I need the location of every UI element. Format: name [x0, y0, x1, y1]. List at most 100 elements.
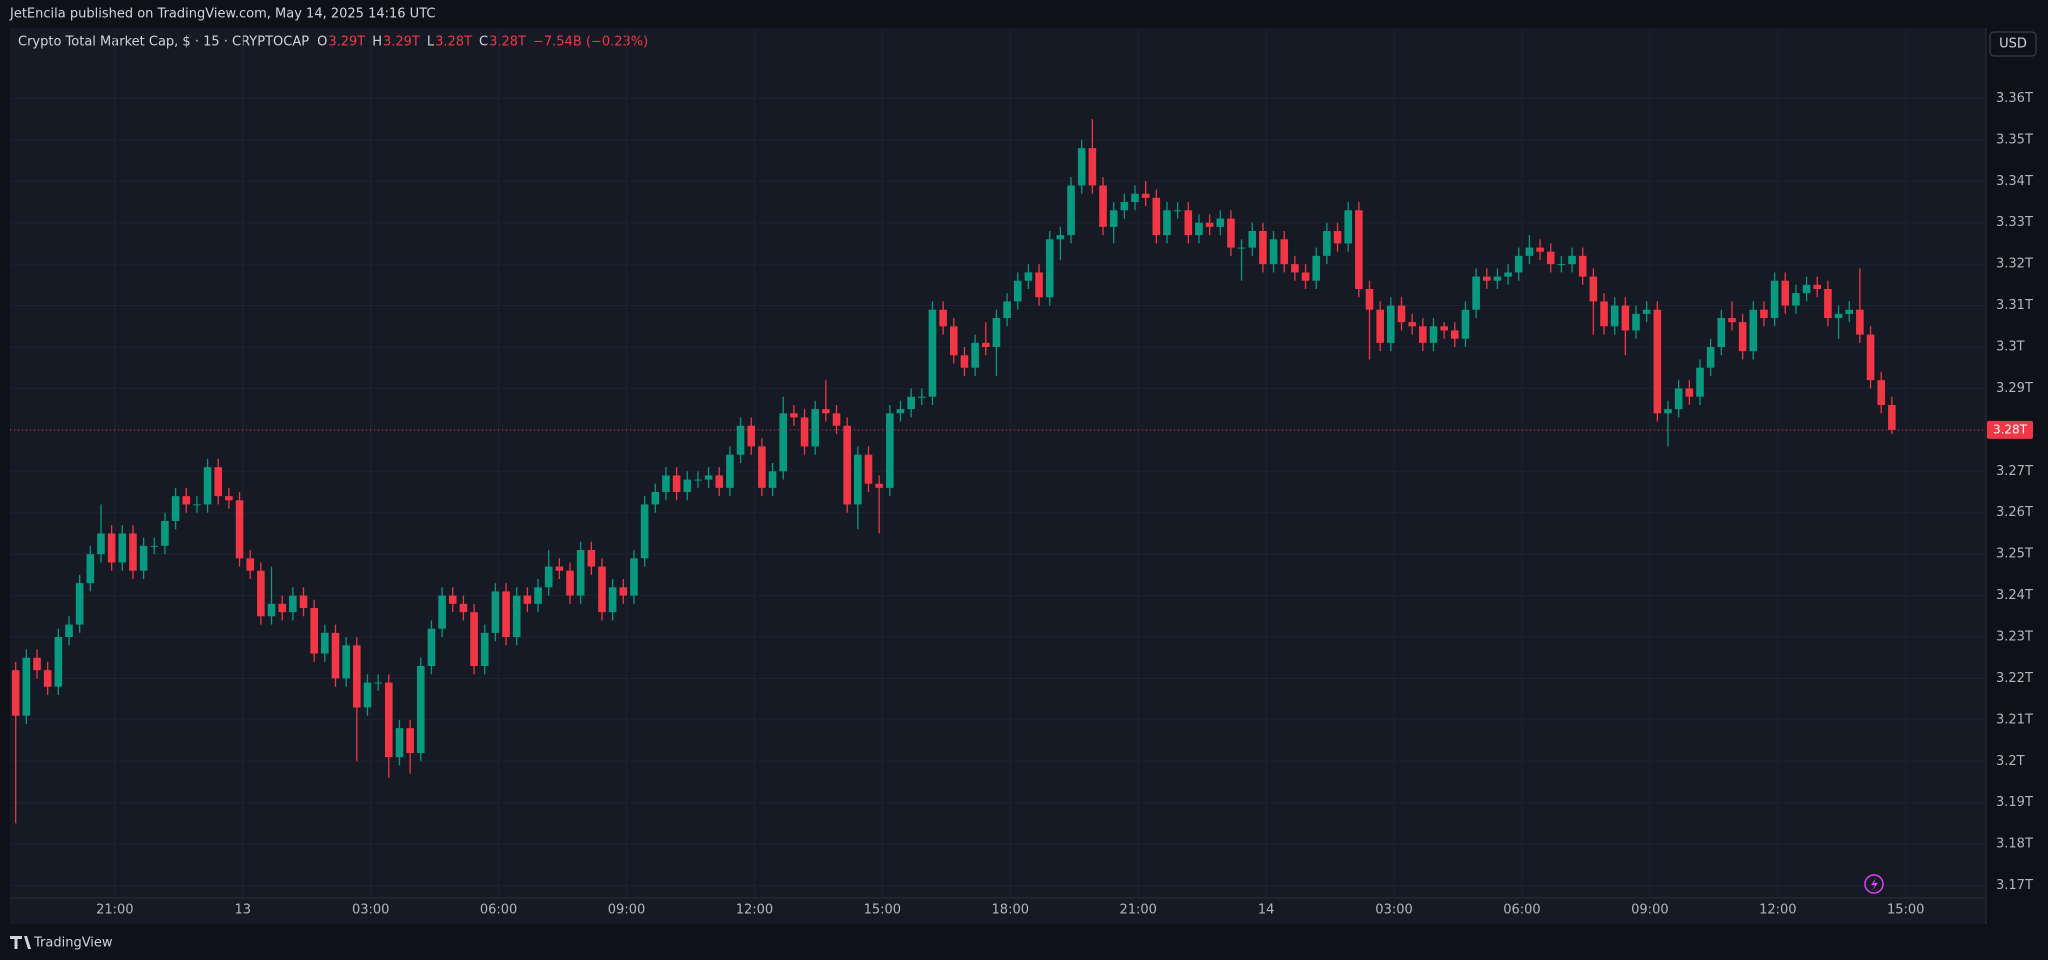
candle-body [939, 309, 947, 327]
candle-body [1269, 239, 1278, 265]
currency-button[interactable] [1989, 31, 2037, 57]
candle-body [65, 624, 73, 637]
candle-body [512, 595, 521, 637]
y-tick-label: 3.33T [1996, 215, 2033, 230]
candle-body [1173, 210, 1182, 212]
candle-body [822, 409, 830, 414]
candle-body [1141, 193, 1150, 198]
candle-body [640, 504, 649, 559]
candle-body [1429, 326, 1438, 343]
candle-body [491, 591, 500, 633]
x-tick-label: 03:00 [352, 903, 389, 918]
candle-body [225, 496, 233, 501]
candle-body [118, 533, 127, 563]
candle-body [1536, 247, 1544, 252]
candle-body [1312, 255, 1321, 281]
x-tick-label: 21:00 [96, 903, 133, 918]
candle-body [1781, 280, 1790, 306]
candle-body [278, 603, 286, 613]
candle-body [1877, 380, 1885, 405]
candle-body [1674, 388, 1683, 410]
candle-body [1248, 231, 1257, 248]
candle-body [406, 728, 414, 753]
candle-body [1237, 247, 1246, 249]
legend-value: 3.29T [328, 35, 365, 50]
y-tick-label: 3.35T [1996, 132, 2033, 147]
legend-value: 3.29T [383, 35, 420, 50]
candle-body [385, 682, 393, 758]
legend-key: O [317, 35, 327, 50]
candle-body [907, 396, 915, 410]
candle-body [321, 632, 329, 654]
x-tick-label: 15:00 [864, 903, 901, 918]
candle-body [203, 467, 212, 505]
candle-body [246, 558, 255, 571]
candle-body [1355, 210, 1363, 289]
candle-body [1664, 409, 1672, 414]
candle-body [1451, 330, 1459, 339]
candle-body [1365, 289, 1374, 310]
candle-body [736, 425, 745, 455]
y-tick-label: 3.25T [1996, 547, 2033, 562]
last-price-label: 3.28T [1993, 422, 2028, 436]
candle-body [1291, 264, 1299, 273]
candle-body [1259, 231, 1267, 265]
candle-body [1333, 231, 1342, 244]
x-tick-label: 15:00 [1887, 903, 1924, 918]
candle-body [1568, 255, 1576, 265]
candle-body [310, 608, 318, 654]
candle-body [502, 591, 510, 637]
legend-key: C [479, 35, 488, 50]
x-tick-label: 18:00 [992, 903, 1029, 918]
x-tick-label: 09:00 [1631, 903, 1668, 918]
candle-body [1419, 326, 1427, 343]
candle-body [1301, 272, 1310, 281]
candle-body [1856, 309, 1864, 335]
candle-body [331, 632, 340, 679]
candle-body [139, 545, 148, 571]
candle-body [395, 728, 404, 758]
candle-body [480, 632, 489, 666]
candle-body [1205, 222, 1214, 227]
x-tick-label: 13 [234, 903, 251, 918]
candle-body [1888, 405, 1896, 430]
candle-body [1184, 210, 1193, 236]
x-tick-label: 14 [1258, 903, 1275, 918]
candle-body [1088, 148, 1097, 186]
y-tick-label: 3.24T [1996, 588, 2033, 603]
candle-body [981, 342, 990, 347]
candle-body [1035, 272, 1043, 298]
lightning-icon[interactable] [1864, 874, 1884, 894]
candle-body [1770, 280, 1779, 318]
candle-body [1408, 322, 1416, 327]
y-tick-label: 3.34T [1996, 174, 2033, 189]
candle-body [1653, 309, 1662, 414]
y-tick-label: 3.3T [1996, 340, 2025, 355]
candle-body [267, 603, 276, 617]
candle-body [672, 475, 681, 492]
candle-body [843, 425, 851, 505]
candle-body [235, 500, 244, 559]
candle-body [758, 446, 766, 488]
candle-body [1706, 347, 1715, 368]
candle-body [1195, 222, 1203, 236]
candle-body [608, 587, 617, 613]
candle-body [1802, 284, 1811, 294]
legend-value: 3.28T [489, 35, 526, 50]
candle-body [566, 570, 574, 596]
candle-body [854, 454, 862, 505]
candle-body [1482, 276, 1491, 281]
x-tick-label: 06:00 [480, 903, 517, 918]
candle-body [534, 587, 542, 604]
candle-body [523, 595, 532, 604]
lightning-glyph [1871, 878, 1878, 891]
candle-body [918, 396, 926, 398]
candle-body [875, 483, 883, 488]
candle-body [448, 595, 457, 604]
candle-body [459, 603, 468, 613]
candle-body [107, 533, 116, 563]
currency[interactable]: USD [1999, 37, 2027, 52]
candle-body [22, 657, 31, 716]
